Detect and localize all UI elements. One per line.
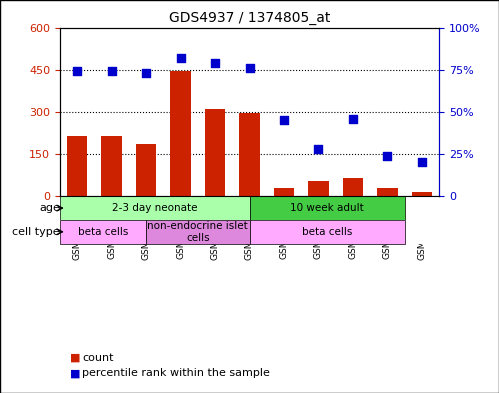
Bar (67, 136, 87, 196)
Point (211, 60, 219, 66)
FancyBboxPatch shape (250, 220, 405, 244)
Bar (136, 144, 156, 196)
Text: cell type: cell type (12, 227, 60, 237)
FancyBboxPatch shape (60, 196, 250, 220)
Bar (308, 181, 329, 196)
Bar (377, 188, 398, 196)
Point (383, 152, 391, 159)
Text: count: count (82, 353, 114, 363)
FancyBboxPatch shape (250, 196, 405, 220)
FancyBboxPatch shape (60, 220, 146, 244)
Text: 10 week adult: 10 week adult (290, 203, 364, 213)
Bar (101, 136, 122, 196)
Bar (273, 188, 294, 196)
Point (280, 117, 288, 123)
Point (73, 68, 81, 75)
Text: 2-3 day neonate: 2-3 day neonate (112, 203, 198, 213)
Point (418, 159, 426, 165)
Bar (343, 178, 363, 196)
Point (349, 116, 357, 122)
Text: age: age (39, 203, 60, 213)
Point (142, 70, 150, 76)
Bar (170, 71, 191, 196)
Text: percentile rank within the sample: percentile rank within the sample (82, 368, 270, 378)
Text: ■: ■ (70, 368, 80, 378)
Point (177, 55, 185, 61)
Point (314, 146, 322, 152)
Bar (412, 192, 432, 196)
Point (246, 65, 253, 71)
Text: ■: ■ (70, 353, 80, 363)
Title: GDS4937 / 1374805_at: GDS4937 / 1374805_at (169, 11, 330, 25)
Bar (239, 113, 260, 196)
Point (108, 68, 116, 75)
Text: beta cells: beta cells (302, 227, 352, 237)
FancyBboxPatch shape (146, 220, 250, 244)
Bar (205, 109, 226, 196)
Text: beta cells: beta cells (78, 227, 128, 237)
Text: non-endocrine islet
cells: non-endocrine islet cells (147, 221, 248, 242)
